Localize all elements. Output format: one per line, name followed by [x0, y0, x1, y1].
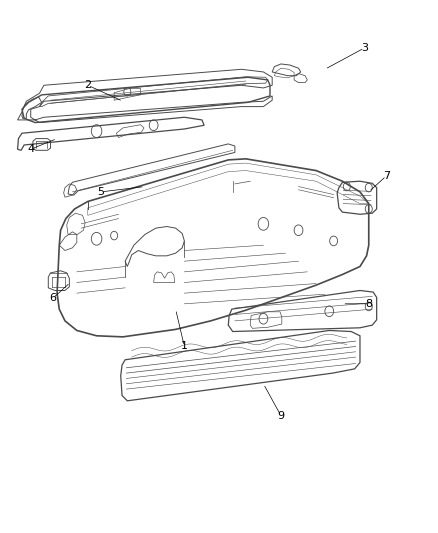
Text: 2: 2	[84, 80, 91, 90]
Text: 4: 4	[27, 144, 34, 154]
Text: 3: 3	[360, 43, 367, 53]
Text: 8: 8	[364, 299, 371, 309]
Text: 5: 5	[97, 187, 104, 197]
Text: 7: 7	[382, 171, 389, 181]
Text: 1: 1	[180, 342, 187, 351]
Text: 6: 6	[49, 294, 56, 303]
Text: 9: 9	[277, 411, 284, 421]
